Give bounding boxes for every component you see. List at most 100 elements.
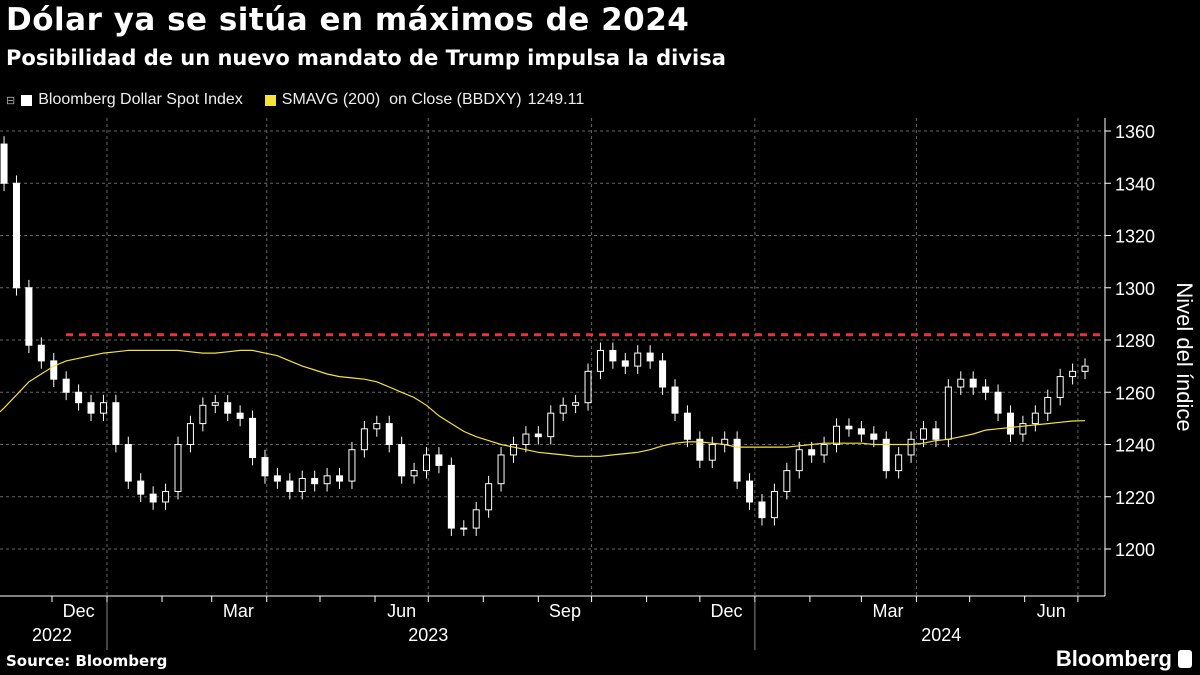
candle-body [199, 404, 207, 425]
chart-title: Dólar ya se sitúa en máximos de 2024 [6, 2, 690, 38]
candle-body [360, 428, 368, 451]
x-tick-label: Dec [63, 601, 95, 621]
candle-body [124, 444, 132, 482]
x-tick-label: Dec [710, 601, 742, 621]
candle-body [559, 404, 567, 414]
candle-body [373, 423, 381, 430]
candle-body [621, 360, 629, 367]
candle-body [882, 438, 890, 472]
legend-sma-value: 1249.11 [527, 91, 585, 108]
candle-body [460, 527, 468, 530]
candle-body [398, 444, 406, 477]
bloomberg-chat-icon [1178, 650, 1192, 668]
sma-200-line [0, 349, 1086, 457]
y-tick-label: 1220 [1115, 488, 1155, 508]
candle-body [671, 386, 679, 414]
candle-body [472, 509, 480, 529]
candle-body [683, 412, 691, 440]
candle-body [857, 428, 865, 435]
candle-body [907, 438, 915, 456]
candle-body [1019, 423, 1027, 435]
candle-body [758, 501, 766, 519]
candle-body [659, 360, 667, 388]
candle-body [273, 475, 281, 482]
candle-body [783, 470, 791, 493]
candle-body [572, 402, 580, 406]
year-label: 2023 [408, 625, 448, 645]
candle-body [534, 433, 542, 438]
brand-text: Bloomberg [1055, 646, 1172, 671]
candle-body [1044, 396, 1052, 414]
candle-body [920, 428, 927, 440]
candle-body [1069, 370, 1077, 378]
candle-body [1056, 376, 1064, 398]
candle-body [596, 349, 604, 372]
candle-body [423, 454, 430, 472]
candle-body [646, 352, 654, 362]
candle-body [0, 143, 8, 184]
candle-body [795, 449, 803, 472]
candle-body [249, 417, 257, 459]
candle-body [311, 477, 319, 485]
y-tick-label: 1200 [1115, 540, 1155, 560]
candle-body [522, 433, 530, 445]
candle-body [609, 349, 617, 362]
candle-body [994, 391, 1002, 414]
x-tick-label: Jun [387, 601, 416, 621]
legend: ⊟ Bloomberg Dollar Spot Index SMAVG (200… [6, 91, 584, 109]
candle-body [286, 480, 294, 493]
candle-body [37, 344, 45, 362]
candle-body [696, 438, 704, 461]
candle-body [348, 449, 356, 482]
candle-body [211, 402, 219, 406]
y-tick-label: 1240 [1115, 436, 1155, 456]
bloomberg-logo: Bloomberg [1056, 646, 1192, 672]
candle-body [932, 428, 940, 440]
candle-body [75, 391, 83, 404]
y-tick-label: 1340 [1115, 174, 1155, 194]
candle-body [162, 491, 170, 503]
candle-body [385, 423, 393, 446]
candle-body [435, 454, 443, 466]
candle-body [323, 475, 331, 485]
candle-body [845, 425, 853, 430]
candle-body [485, 483, 493, 511]
candle-body [770, 491, 778, 519]
collapse-legend-icon[interactable]: ⊟ [6, 94, 16, 107]
candle-body [87, 402, 95, 414]
candle-body [50, 360, 58, 380]
legend-swatch-sma [264, 94, 276, 106]
x-tick-label: Sep [549, 601, 581, 621]
y-tick-label: 1320 [1115, 227, 1155, 247]
candle-body [298, 477, 306, 493]
candle-body [944, 386, 952, 440]
legend-swatch-index [21, 94, 33, 106]
candle-body [509, 444, 517, 456]
candle-body [1081, 365, 1089, 372]
x-tick-label: Jun [1037, 601, 1066, 621]
x-tick-label: Mar [223, 601, 254, 621]
candle-body [584, 370, 592, 404]
year-label: 2022 [32, 625, 72, 645]
candle-body [174, 444, 182, 493]
y-tick-label: 1360 [1115, 122, 1155, 142]
x-tick-label: Mar [873, 601, 904, 621]
candle-body [12, 182, 20, 289]
candle-body [336, 475, 344, 482]
candle-body [447, 464, 455, 529]
candle-body [833, 425, 841, 445]
candle-body [410, 470, 418, 477]
candle-body [497, 454, 505, 485]
candle-body [112, 402, 120, 446]
legend-label-sma: SMAVG (200) on Close (BBDXY) [281, 91, 522, 108]
candle-body [99, 402, 107, 414]
chart-subtitle: Posibilidad de un nuevo mandato de Trump… [6, 46, 726, 70]
candle-body [870, 433, 878, 440]
candle-body [708, 444, 716, 461]
candle-body [969, 378, 977, 388]
candle-body [149, 493, 157, 503]
candle-body [634, 352, 642, 367]
candle-body [1006, 412, 1014, 435]
legend-label-index: Bloomberg Dollar Spot Index [38, 91, 243, 108]
